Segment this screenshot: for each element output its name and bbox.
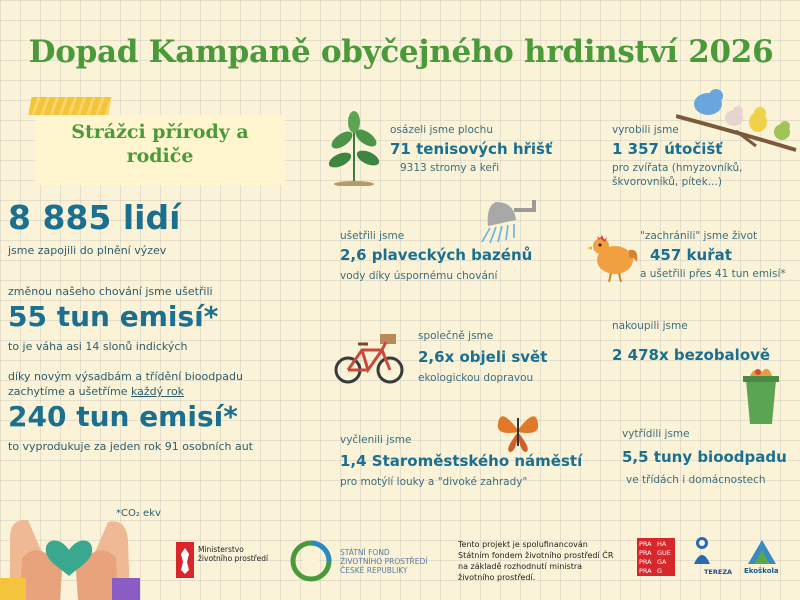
funding-note-line1: Tento projekt je spolufinancován <box>458 540 588 549</box>
shelters-value: 1 357 útočišť <box>612 140 723 158</box>
page-title: Dopad Kampaně obyčejného hrdinství 2026 <box>28 34 774 70</box>
bio-desc: ve třídách i domácnostech <box>626 474 766 486</box>
people-desc: jsme zapojili do plnění výzev <box>8 244 167 257</box>
ekoskola-logo-icon <box>748 540 776 564</box>
co2-footnote: *CO₂ ekv <box>116 508 161 519</box>
chicken-icon <box>587 235 638 283</box>
people-value: 8 885 lidí <box>8 198 181 237</box>
emissions1-desc: to je váha asi 14 slonů indických <box>8 340 188 353</box>
emissions1-value: 55 tun emisí* <box>8 300 219 333</box>
ministry-name-line2: životního prostředí <box>198 554 269 563</box>
planted-value: 71 tenisových hřišť <box>390 140 553 158</box>
emissions2-intro-line1: díky novým výsadbám a třídění bioodpadu <box>8 370 243 383</box>
meadow-value: 1,4 Staroměstského náměstí <box>340 452 583 470</box>
water-intro: ušetřili jsme <box>340 230 405 242</box>
tereza-logo-text: TEREZA <box>704 568 733 576</box>
praha-logo-text-2: HA <box>657 540 667 548</box>
water-desc: vody díky úspornému chování <box>340 270 498 282</box>
praha-logo <box>637 538 675 576</box>
emissions2-value: 240 tun emisí* <box>8 400 238 433</box>
plant-icon <box>328 111 380 186</box>
world-value: 2,6x objeli svět <box>418 348 548 366</box>
compost-bin-icon <box>743 368 779 424</box>
praha-logo-text-3: PRA <box>639 549 652 557</box>
meadow-desc: pro motýlí louky a "divoké zahrady" <box>340 476 528 488</box>
hands-heart-icon <box>0 519 140 600</box>
state-fund-line2: ŽIVOTNÍHO PROSTŘEDÍ <box>340 557 428 566</box>
ekoskola-logo-text: Ekoškola <box>744 567 779 575</box>
praha-logo-text-6: GA <box>657 558 667 566</box>
ministry-logo-icon <box>176 542 194 578</box>
tereza-logo-icon <box>694 537 710 564</box>
funding-note-line4: životního prostředí. <box>458 573 536 582</box>
emissions2-desc: to vyprodukuje za jeden rok 91 osobních … <box>8 440 253 453</box>
world-desc: ekologickou dopravou <box>418 372 534 384</box>
planted-desc: 9313 stromy a keři <box>400 162 500 174</box>
chickens-intro: "zachránili" jsme život <box>640 230 758 242</box>
praha-logo-text-5: PRA <box>639 558 652 566</box>
subtitle: Strážci přírody a rodiče <box>71 121 249 167</box>
water-value: 2,6 plaveckých bazénů <box>340 246 533 264</box>
funding-note-line3: na základě rozhodnutí ministra <box>458 562 583 571</box>
packfree-intro: nakoupili jsme <box>612 320 688 332</box>
meadow-intro: vyčlenili jsme <box>340 434 412 446</box>
world-intro: společně jsme <box>418 330 494 342</box>
state-fund-logo-icon <box>290 540 332 582</box>
shelters-intro: vyrobili jsme <box>612 124 679 136</box>
chickens-value: 457 kuřat <box>650 246 732 264</box>
birds-on-branch-icon <box>676 89 797 152</box>
chickens-desc: a ušetřili přes 41 tun emisí* <box>640 268 786 280</box>
ministry-name-line1: Ministerstvo <box>198 545 244 554</box>
bio-intro: vytřídili jsme <box>622 428 690 440</box>
state-fund-line3: ČESKÉ REPUBLIKY <box>340 566 408 575</box>
yellow-brush-decoration <box>28 97 112 115</box>
planted-intro: osázeli jsme plochu <box>390 124 493 136</box>
subtitle-panel <box>35 115 285 185</box>
shower-head-icon <box>481 200 536 244</box>
funding-note-line2: Státním fondem životního prostředí ČR <box>458 551 614 560</box>
bicycle-icon <box>334 334 404 384</box>
praha-logo-text-4: GUE <box>657 549 671 557</box>
packfree-value: 2 478x bezobalově <box>612 346 771 364</box>
bio-value: 5,5 tuny bioodpadu <box>622 448 787 466</box>
praha-logo-text-8: G <box>657 567 663 575</box>
emissions2-intro-text: zachytíme a ušetříme <box>8 385 131 398</box>
emissions2-intro-line2: zachytíme a ušetříme každý rok <box>8 385 184 398</box>
emissions1-intro: změnou našeho chování jsme ušetřili <box>8 285 213 298</box>
butterfly-icon <box>497 416 539 452</box>
shelters-desc-line2: škvorovníků, pítek...) <box>612 176 722 188</box>
state-fund-line1: STÁTNÍ FOND <box>340 548 390 557</box>
praha-logo-text-7: PRA <box>639 567 652 575</box>
emissions2-intro-underlined: každý rok <box>130 385 185 398</box>
shelters-desc-line1: pro zvířata (hmyzovníků, <box>612 162 743 174</box>
praha-logo-text-1: PRA <box>639 540 652 548</box>
